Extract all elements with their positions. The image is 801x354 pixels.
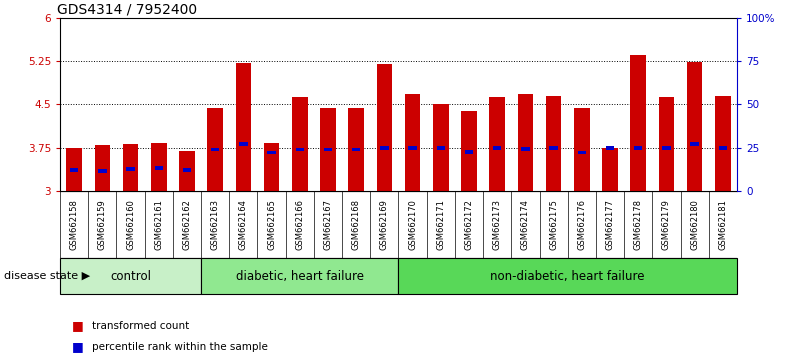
Bar bbox=[574, 108, 590, 191]
Text: GSM662161: GSM662161 bbox=[155, 199, 163, 250]
Text: GSM662166: GSM662166 bbox=[296, 199, 304, 250]
Bar bbox=[461, 112, 477, 191]
Text: ■: ■ bbox=[72, 319, 84, 332]
Bar bbox=[690, 142, 699, 145]
Text: GDS4314 / 7952400: GDS4314 / 7952400 bbox=[57, 2, 197, 17]
Text: GSM662180: GSM662180 bbox=[690, 199, 699, 250]
Bar bbox=[437, 146, 445, 150]
Bar bbox=[489, 97, 505, 191]
Text: GSM662163: GSM662163 bbox=[211, 199, 219, 250]
Text: GSM662160: GSM662160 bbox=[126, 199, 135, 250]
Bar bbox=[545, 96, 562, 191]
Bar bbox=[658, 97, 674, 191]
Text: GSM662173: GSM662173 bbox=[493, 199, 501, 250]
Bar bbox=[352, 148, 360, 152]
Bar bbox=[376, 64, 392, 191]
Bar bbox=[324, 148, 332, 152]
Bar bbox=[155, 166, 163, 170]
Text: non-diabetic, heart failure: non-diabetic, heart failure bbox=[490, 270, 645, 282]
FancyBboxPatch shape bbox=[399, 258, 737, 294]
Bar bbox=[687, 62, 702, 191]
Bar bbox=[264, 143, 280, 191]
Bar bbox=[123, 144, 139, 191]
Text: GSM662175: GSM662175 bbox=[549, 199, 558, 250]
Text: GSM662162: GSM662162 bbox=[183, 199, 191, 250]
Text: GSM662164: GSM662164 bbox=[239, 199, 248, 250]
Bar bbox=[718, 146, 727, 150]
Bar bbox=[634, 146, 642, 150]
Bar bbox=[98, 169, 107, 173]
Bar bbox=[602, 148, 618, 191]
Text: GSM662174: GSM662174 bbox=[521, 199, 530, 250]
Bar bbox=[348, 108, 364, 191]
Bar bbox=[127, 167, 135, 171]
Bar bbox=[211, 148, 219, 152]
Bar bbox=[268, 150, 276, 154]
Text: GSM662177: GSM662177 bbox=[606, 199, 614, 250]
Text: GSM662168: GSM662168 bbox=[352, 199, 360, 250]
Bar bbox=[578, 150, 586, 154]
Text: GSM662169: GSM662169 bbox=[380, 199, 389, 250]
FancyBboxPatch shape bbox=[60, 258, 201, 294]
Bar bbox=[465, 150, 473, 154]
Bar bbox=[296, 148, 304, 152]
Text: control: control bbox=[110, 270, 151, 282]
Text: diabetic, heart failure: diabetic, heart failure bbox=[235, 270, 364, 282]
Text: GSM662179: GSM662179 bbox=[662, 199, 671, 250]
Text: GSM662170: GSM662170 bbox=[408, 199, 417, 250]
Bar bbox=[235, 63, 252, 191]
Text: percentile rank within the sample: percentile rank within the sample bbox=[92, 342, 268, 352]
Text: GSM662181: GSM662181 bbox=[718, 199, 727, 250]
Bar bbox=[517, 94, 533, 191]
Text: GSM662167: GSM662167 bbox=[324, 199, 332, 250]
Bar bbox=[715, 96, 731, 191]
Bar bbox=[66, 148, 82, 191]
Bar bbox=[320, 108, 336, 191]
Bar bbox=[606, 146, 614, 150]
Bar bbox=[405, 94, 421, 191]
Bar bbox=[409, 146, 417, 150]
Text: GSM662178: GSM662178 bbox=[634, 199, 642, 250]
Bar bbox=[183, 169, 191, 172]
Text: transformed count: transformed count bbox=[92, 321, 189, 331]
Bar bbox=[292, 97, 308, 191]
Text: GSM662165: GSM662165 bbox=[267, 199, 276, 250]
Bar bbox=[179, 151, 195, 191]
FancyBboxPatch shape bbox=[201, 258, 399, 294]
Text: ■: ■ bbox=[72, 341, 84, 353]
Bar bbox=[549, 146, 557, 150]
Bar bbox=[239, 142, 248, 145]
Text: GSM662158: GSM662158 bbox=[70, 199, 78, 250]
Text: GSM662172: GSM662172 bbox=[465, 199, 473, 250]
Bar bbox=[70, 168, 78, 172]
Bar bbox=[380, 146, 388, 150]
Bar bbox=[630, 55, 646, 191]
Bar bbox=[662, 146, 670, 150]
Bar bbox=[207, 108, 223, 191]
Text: GSM662176: GSM662176 bbox=[578, 199, 586, 250]
Bar bbox=[521, 147, 529, 151]
Bar bbox=[95, 145, 110, 191]
Text: disease state ▶: disease state ▶ bbox=[4, 271, 91, 281]
Bar bbox=[493, 146, 501, 150]
Bar bbox=[151, 143, 167, 191]
Text: GSM662159: GSM662159 bbox=[98, 199, 107, 250]
Text: GSM662171: GSM662171 bbox=[437, 199, 445, 250]
Bar bbox=[433, 104, 449, 191]
